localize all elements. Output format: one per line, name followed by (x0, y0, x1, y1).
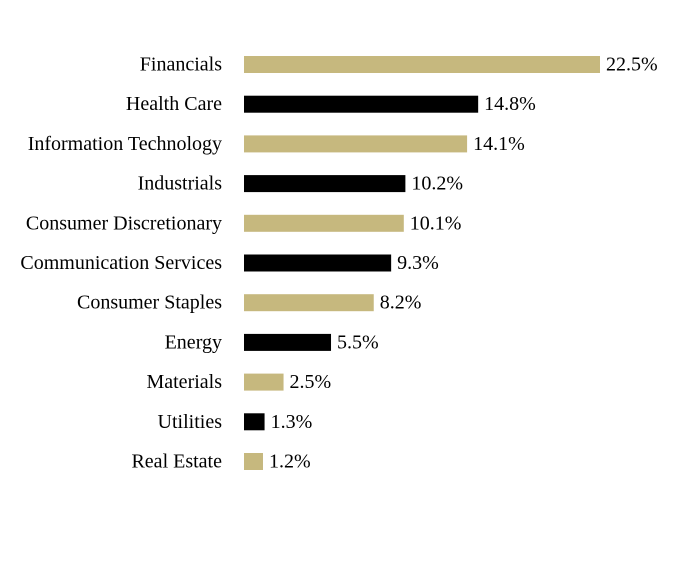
value-label-utilities: 1.3% (271, 411, 313, 433)
bar-information-technology (244, 135, 468, 153)
category-labels: Financials Health Care Information Technol… (20, 54, 222, 473)
value-label-materials: 2.5% (290, 371, 332, 393)
bar-industrials (244, 175, 406, 193)
category-label-industrials: Industrials (138, 173, 223, 195)
bar-materials (244, 373, 284, 391)
category-label-consumer-staples: Consumer Staples (77, 292, 222, 314)
category-label-communication-services: Communication Services (20, 252, 222, 274)
category-label-health-care: Health Care (126, 93, 222, 115)
bar-health-care (244, 95, 479, 113)
bars (244, 56, 600, 470)
value-label-financials: 22.5% (606, 54, 658, 76)
value-label-information-technology: 14.1% (473, 133, 525, 155)
category-label-utilities: Utilities (158, 411, 223, 433)
category-label-energy: Energy (165, 331, 222, 353)
value-label-health-care: 14.8% (484, 93, 536, 115)
value-label-industrials: 10.2% (411, 173, 463, 195)
value-label-real-estate: 1.2% (269, 451, 311, 473)
value-label-energy: 5.5% (337, 331, 379, 353)
bar-utilities (244, 413, 265, 431)
category-label-information-technology: Information Technology (28, 133, 222, 155)
value-labels: 22.5% 14.8% 14.1% 10.2% 10.1% 9.3% 8.2%5.5%2.5… (269, 54, 658, 473)
bar-consumer-discretionary (244, 214, 404, 232)
category-label-real-estate: Real Estate (131, 451, 222, 473)
bar-consumer-staples (244, 294, 374, 312)
bar-energy (244, 333, 332, 351)
category-label-consumer-discretionary: Consumer Discretionary (26, 212, 222, 234)
bar-financials (244, 56, 600, 73)
bar-communication-services (244, 254, 392, 272)
value-label-communication-services: 9.3% (397, 252, 439, 274)
category-label-financials: Financials (140, 54, 222, 76)
category-label-materials: Materials (146, 371, 222, 393)
value-label-consumer-staples: 8.2% (380, 292, 422, 314)
bar-real-estate (244, 453, 263, 470)
value-label-consumer-discretionary: 10.1% (410, 212, 462, 234)
